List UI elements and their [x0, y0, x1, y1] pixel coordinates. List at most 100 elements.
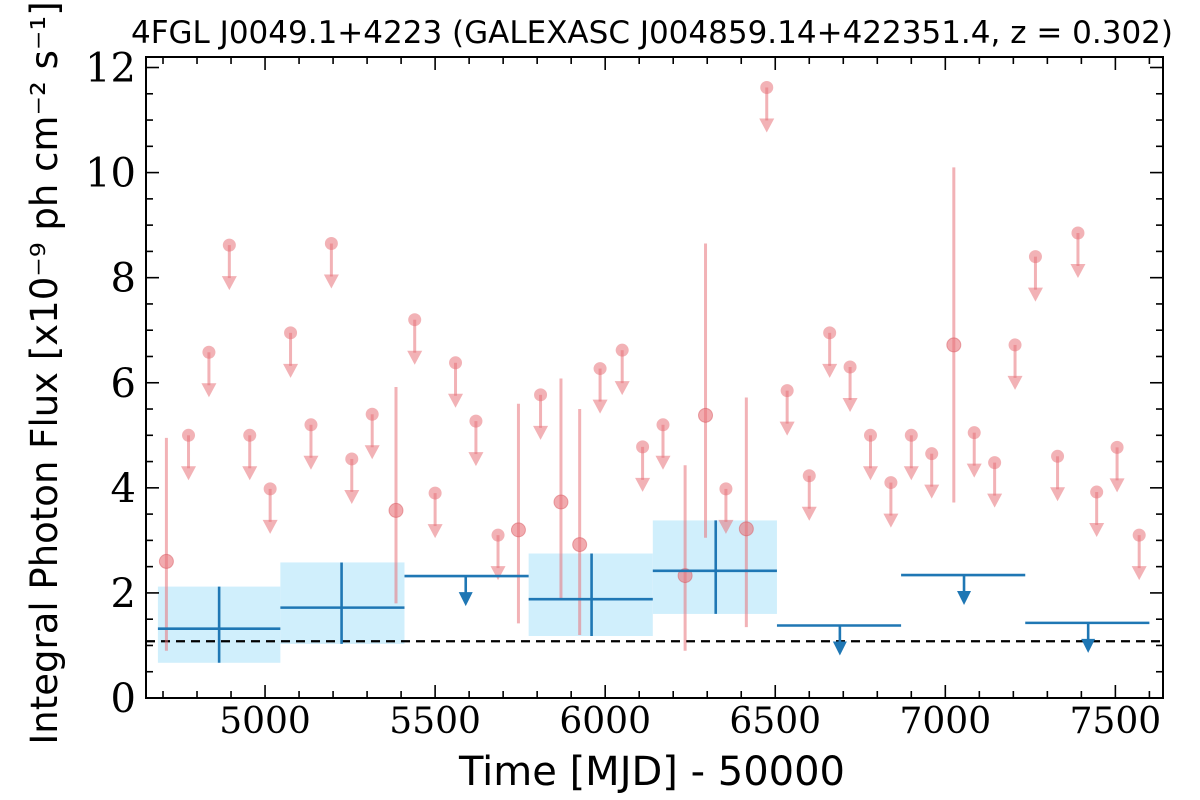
short-bin-upper-limit-point [843, 360, 857, 374]
short-bin-upper-limit-arrow [924, 484, 940, 499]
short-bin-upper-limit-arrow [779, 421, 795, 436]
short-bin-upper-limit-arrow [614, 381, 630, 396]
short-bin-upper-limit-arrow [427, 524, 443, 539]
short-bin-upper-limit-arrow [822, 363, 838, 378]
short-bin-data-point [946, 337, 962, 353]
short-bin-upper-limit-point [925, 447, 939, 461]
short-bin-upper-limit-point [365, 407, 379, 421]
short-bin-upper-limit-point [222, 238, 236, 252]
short-bin-upper-limit-arrow [448, 393, 464, 408]
chart-title: 4FGL J0049.1+4223 (GALEXASC J004859.14+4… [131, 15, 1173, 51]
short-bin-upper-limit-point [615, 343, 629, 357]
short-bin-upper-limit-point [1132, 528, 1146, 542]
short-bin-data-point [698, 407, 714, 423]
short-bin-upper-limit-point [863, 428, 877, 442]
short-bin-data-point [553, 494, 569, 510]
short-bin-upper-limit-point [636, 440, 650, 454]
short-bin-upper-limit-point [428, 486, 442, 500]
short-bin-upper-limit-arrow [364, 445, 380, 460]
y-tick-label: 12 [85, 46, 136, 92]
short-bin-upper-limit-point [802, 469, 816, 483]
y-axis-label: Integral Photon Flux [x10⁻⁹ ph cm⁻² s⁻¹] [23, 1, 66, 744]
short-bin-data-point [572, 537, 588, 553]
short-bin-upper-limit-point [284, 326, 298, 340]
short-bin-upper-limit-arrow [181, 466, 197, 481]
short-bin-upper-limit-point [1028, 250, 1042, 264]
short-bin-data-point [738, 521, 754, 537]
axes-frame [145, 56, 1164, 699]
axis-ticks: 5000 5500 6000 6500 7000 7500 0 2 4 6 8 10 12 [85, 46, 1163, 742]
short-bin-upper-limit-point [243, 428, 257, 442]
short-bin-upper-limit-arrow [903, 466, 919, 481]
short-bin-upper-limit-arrow [344, 489, 360, 504]
y-tick-label: 6 [111, 361, 136, 407]
short-bin-upper-limit-point [967, 426, 981, 440]
short-bin-upper-limit-point [823, 326, 837, 340]
short-bin-upper-limit-arrow [283, 363, 299, 378]
short-bin-upper-limit-arrow [759, 118, 775, 133]
long-bin-upper-limit-arrow [832, 641, 847, 656]
short-bin-upper-limit-point [884, 476, 898, 490]
short-bin-upper-limit-arrow [862, 466, 878, 481]
short-bin-upper-limit-arrow [407, 350, 423, 365]
short-bin-upper-limit-point [449, 356, 463, 370]
short-bin-upper-limit-point [760, 80, 774, 94]
short-bin-upper-limit-arrow [490, 566, 506, 581]
short-bin-upper-limit-point [202, 345, 216, 359]
short-bin-upper-limit-arrow [1089, 523, 1105, 538]
x-tick-label: 7000 [900, 701, 992, 742]
short-bin-upper-limit-point [1008, 338, 1022, 352]
short-bin-upper-limit-arrow [635, 477, 651, 492]
short-bin-upper-limit-point [345, 452, 359, 466]
short-bin-upper-limit-point [1051, 449, 1065, 463]
y-tick-label: 4 [111, 466, 136, 512]
short-bin-upper-limit-arrow [842, 397, 858, 412]
short-bin-upper-limit-arrow [303, 455, 319, 470]
short-bin-upper-limit-arrow [1007, 375, 1023, 390]
short-bin-upper-limit-point [1090, 485, 1104, 499]
short-bin-upper-limit-arrow [883, 513, 899, 528]
short-bin-upper-limit-arrow [323, 274, 339, 289]
y-tick-label: 2 [111, 571, 136, 617]
short-bin-upper-limit-point [304, 418, 318, 432]
short-bin-upper-limit-arrow [468, 452, 484, 467]
short-bin-upper-limit-arrow [801, 506, 817, 521]
short-bin-upper-limit-point [324, 237, 338, 251]
short-bin-upper-limit-point [988, 456, 1002, 470]
short-bin-data-point [158, 553, 174, 569]
short-bin-upper-limit-arrow [1131, 566, 1147, 581]
long-bin-upper-limit-arrow [957, 591, 972, 606]
short-bin-upper-limit-arrow [987, 493, 1003, 508]
short-bin-data-point [388, 502, 404, 518]
short-bin-upper-limit-arrow [1109, 478, 1125, 493]
short-bin-upper-limit-arrow [242, 466, 258, 481]
short-bin-upper-limit-arrow [718, 519, 734, 534]
long-bin-upper-limit-arrow [1081, 638, 1096, 653]
x-tick-label: 5000 [219, 701, 311, 742]
x-axis-label: Time [MJD] - 50000 [458, 749, 845, 795]
short-bin-upper-limit-point [719, 482, 733, 496]
short-bin-upper-limit-point [656, 418, 670, 432]
short-bin-upper-limit-point [469, 414, 483, 428]
short-bin-upper-limit-point [263, 482, 277, 496]
short-bin-upper-limit-point [408, 313, 422, 327]
short-bin-upper-limit-point [593, 362, 607, 376]
y-tick-label: 8 [111, 256, 136, 302]
short-bin-upper-limit-arrow [201, 383, 217, 398]
y-tick-label: 0 [111, 676, 136, 722]
short-bin-upper-limit-arrow [221, 276, 237, 291]
short-bin-upper-limit-point [491, 528, 505, 542]
y-tick-label: 10 [85, 151, 136, 197]
short-bin-data-point [510, 522, 526, 538]
short-bin-upper-limit-arrow [966, 463, 982, 478]
short-bin-upper-limit-arrow [1070, 264, 1086, 279]
short-bin-upper-limit-point [904, 428, 918, 442]
short-bin-upper-limit-arrow [1050, 487, 1066, 502]
short-bin-upper-limit-arrow [262, 519, 278, 534]
short-bin-upper-limit-arrow [1027, 287, 1043, 302]
short-bin-upper-limit-arrow [655, 455, 671, 470]
x-tick-label: 6000 [559, 701, 651, 742]
short-bin-upper-limit-point [182, 428, 196, 442]
x-tick-label: 7500 [1070, 701, 1162, 742]
